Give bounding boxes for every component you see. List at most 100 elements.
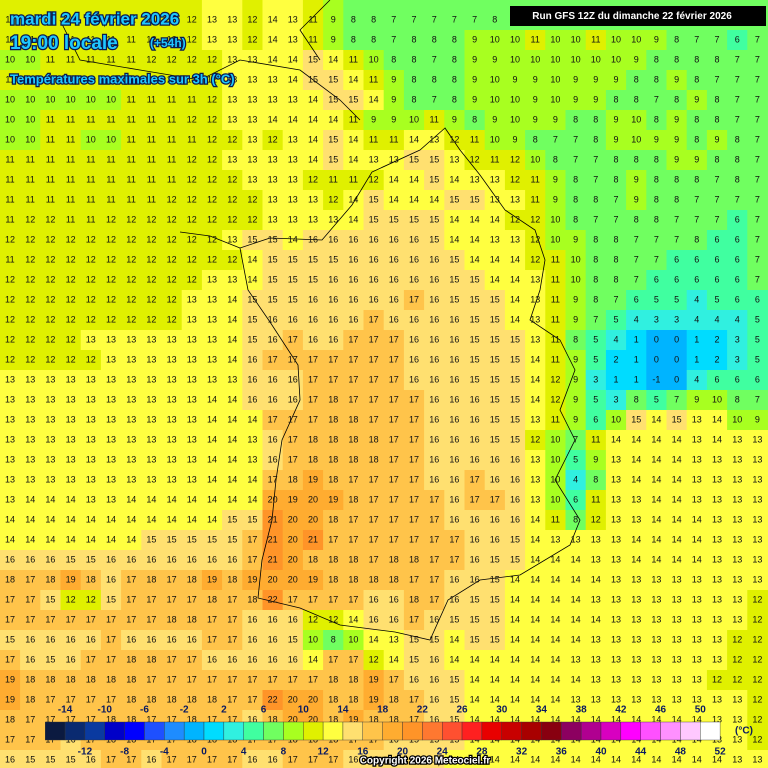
temperature-cell — [141, 370, 162, 391]
temperature-value: 13 — [126, 334, 136, 344]
temperature-value: 16 — [308, 234, 318, 244]
temperature-cell — [282, 130, 304, 151]
temperature-value: 14 — [490, 694, 500, 704]
temperature-value: 12 — [752, 674, 762, 684]
temperature-cell — [626, 270, 647, 291]
temperature-value: 15 — [490, 314, 500, 324]
temperature-value: 13 — [712, 534, 722, 544]
temperature-value: 14 — [369, 94, 379, 104]
temperature-cell — [201, 270, 223, 291]
temperature-cell — [141, 170, 162, 191]
temperature-value: 7 — [735, 94, 740, 104]
temperature-cell — [626, 530, 647, 551]
temperature-cell — [40, 0, 61, 31]
temperature-cell — [525, 370, 546, 391]
temperature-cell — [20, 610, 41, 631]
temperature-value: 12 — [530, 214, 540, 224]
temperature-value: 13 — [611, 494, 621, 504]
temperature-cell — [403, 410, 425, 431]
temperature-cell — [262, 410, 284, 431]
temperature-cell — [60, 230, 82, 251]
temperature-cell — [646, 190, 667, 211]
temperature-value: 16 — [409, 234, 419, 244]
temperature-cell — [605, 30, 627, 51]
temperature-cell — [161, 250, 183, 271]
temperature-cell — [0, 530, 21, 551]
temperature-cell — [60, 310, 82, 331]
temperature-value: 11 — [591, 494, 600, 504]
temperature-cell — [302, 30, 324, 51]
temperature-value: 15 — [510, 434, 520, 444]
temperature-value: 16 — [86, 634, 96, 644]
temperature-cell — [323, 250, 344, 271]
temperature-cell — [0, 30, 21, 51]
temperature-value: 17 — [348, 594, 358, 604]
temperature-cell — [262, 30, 284, 51]
temperature-cell — [141, 610, 162, 631]
temperature-cell — [747, 430, 768, 451]
temperature-value: 6 — [714, 234, 719, 244]
temperature-cell — [282, 450, 304, 471]
temperature-value: 14 — [227, 474, 237, 484]
temperature-value: 11 — [127, 114, 136, 124]
temperature-value: 16 — [470, 414, 480, 424]
temperature-cell — [747, 90, 768, 111]
temperature-value: 13 — [530, 454, 540, 464]
temperature-value: 14 — [490, 654, 500, 664]
colorbar-label: 6 — [261, 705, 267, 716]
temperature-value: 7 — [432, 14, 437, 24]
temperature-value: 11 — [349, 114, 358, 124]
temperature-value: 13 — [692, 494, 702, 504]
temperature-cell — [585, 330, 607, 351]
temperature-cell — [0, 310, 21, 331]
temperature-value: 11 — [430, 114, 439, 124]
temperature-value: 18 — [25, 674, 35, 684]
temperature-value: 5 — [654, 394, 659, 404]
temperature-value: 16 — [470, 554, 480, 564]
temperature-value: 18 — [348, 674, 358, 684]
temperature-value: 18 — [167, 614, 177, 624]
temperature-cell — [222, 530, 243, 551]
temperature-cell — [0, 570, 21, 591]
temperature-cell — [343, 250, 364, 271]
temperature-cell — [323, 350, 344, 371]
temperature-value: 10 — [490, 134, 500, 144]
temperature-cell — [222, 250, 243, 271]
temperature-cell — [747, 270, 768, 291]
colorbar-swatch — [183, 721, 205, 741]
temperature-value: 14 — [227, 454, 237, 464]
temperature-value: 12 — [45, 214, 55, 224]
temperature-cell — [403, 110, 425, 131]
temperature-cell — [383, 150, 405, 171]
temperature-cell — [161, 470, 183, 491]
temperature-value: 13 — [106, 334, 116, 344]
temperature-value: 12 — [45, 354, 55, 364]
temperature-value: 14 — [591, 614, 601, 624]
temperature-value: 14 — [530, 694, 540, 704]
temperature-value: 16 — [207, 654, 217, 664]
temperature-value: 11 — [46, 114, 55, 124]
temperature-value: 17 — [25, 614, 35, 624]
temperature-value: 11 — [46, 194, 55, 204]
temperature-cell — [706, 330, 728, 351]
temperature-value: 14 — [672, 514, 682, 524]
temperature-value: 17 — [227, 674, 237, 684]
temperature-value: 15 — [247, 314, 257, 324]
temperature-cell — [403, 450, 425, 471]
temperature-cell — [363, 550, 385, 571]
temperature-value: 18 — [227, 574, 237, 584]
temperature-cell — [525, 90, 546, 111]
temperature-cell — [100, 170, 122, 191]
temperature-value: 17 — [369, 534, 379, 544]
temperature-value: 20 — [308, 694, 318, 704]
temperature-cell — [424, 390, 445, 411]
temperature-cell — [181, 190, 203, 211]
temperature-cell — [706, 30, 728, 51]
temperature-cell — [302, 470, 324, 491]
temperature-cell — [464, 470, 486, 491]
temperature-value: 14 — [550, 674, 560, 684]
temperature-value: 13 — [672, 574, 682, 584]
temperature-value: 15 — [631, 414, 641, 424]
temperature-cell — [40, 190, 61, 211]
temperature-cell — [646, 570, 667, 591]
